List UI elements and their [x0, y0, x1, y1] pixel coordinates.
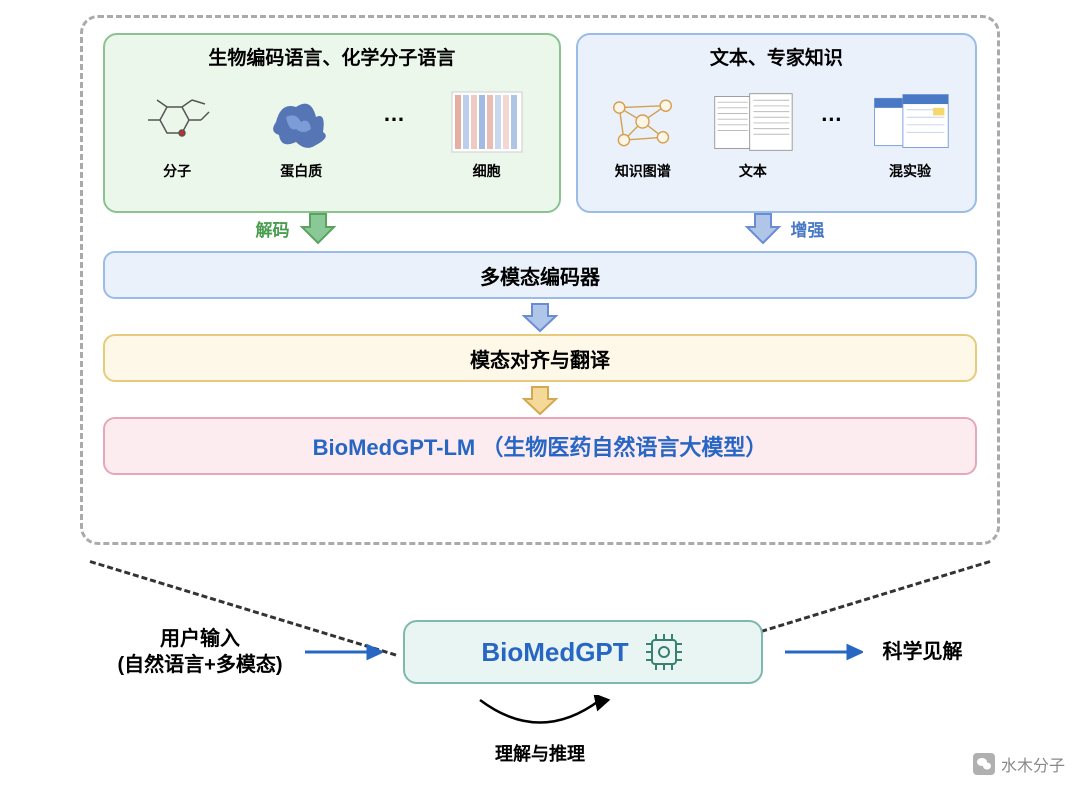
loop-label: 理解与推理 [400, 740, 680, 766]
protein-item: 蛋白质 [259, 84, 344, 181]
decode-arrow-icon [298, 211, 338, 246]
input-arrow-icon [303, 642, 383, 662]
bio-chem-items: 分子 蛋白质 … 细胞 [115, 76, 549, 181]
molecule-icon [135, 84, 220, 159]
bio-chem-box: 生物编码语言、化学分子语言 分子 蛋白质 … [103, 33, 561, 213]
output-label: 科学见解 [883, 639, 963, 665]
chip-icon [644, 632, 684, 672]
document-icon [710, 84, 795, 159]
kg-item: 知识图谱 [600, 84, 685, 181]
enhance-label: 增强 [791, 216, 825, 241]
input-sources-row: 生物编码语言、化学分子语言 分子 蛋白质 … [103, 33, 977, 213]
lm-layer: BioMedGPT-LM （生物医药自然语言大模型） [103, 417, 977, 475]
output-arrow-icon [783, 642, 863, 662]
encoder-layer: 多模态编码器 [103, 251, 977, 299]
wechat-icon [973, 753, 995, 775]
decode-label: 解码 [256, 216, 290, 241]
align-arrow-icon [520, 384, 560, 417]
text-knowledge-box: 文本、专家知识 知识图谱 文本 … [576, 33, 977, 213]
kg-label: 知识图谱 [615, 161, 671, 181]
watermark-text: 水木分子 [1001, 752, 1065, 776]
wetlab-icon [867, 84, 952, 159]
cell-label: 细胞 [473, 161, 501, 181]
encoder-arrow-icon [520, 301, 560, 334]
molecule-item: 分子 [135, 84, 220, 181]
user-input-label: 用户输入 (自然语言+多模态) [118, 626, 283, 678]
biomedgpt-label: BioMedGPT [481, 637, 628, 668]
wetlab-label: 混实验 [889, 161, 931, 181]
top-arrows: 解码 增强 [103, 211, 977, 246]
io-flow-row: 用户输入 (自然语言+多模态) BioMedGPT 科学见解 [0, 620, 1080, 684]
biomedgpt-box: BioMedGPT [403, 620, 763, 684]
heatmap-icon [444, 84, 529, 159]
architecture-container: 生物编码语言、化学分子语言 分子 蛋白质 … [80, 15, 1000, 545]
wetlab-item: 混实验 [867, 84, 952, 181]
reasoning-loop: 理解与推理 [400, 695, 680, 766]
molecule-label: 分子 [163, 161, 191, 181]
text-knowledge-items: 知识图谱 文本 … 混实验 [588, 76, 965, 181]
ellipsis-right: … [820, 101, 842, 157]
text-label: 文本 [739, 161, 767, 181]
knowledge-graph-icon [600, 84, 685, 159]
user-input-line2: (自然语言+多模态) [118, 652, 283, 678]
bio-chem-title: 生物编码语言、化学分子语言 [115, 43, 549, 70]
cell-item: 细胞 [444, 84, 529, 181]
ellipsis-left: … [383, 101, 405, 157]
text-knowledge-title: 文本、专家知识 [588, 43, 965, 70]
watermark: 水木分子 [973, 752, 1065, 776]
user-input-line1: 用户输入 [118, 626, 283, 652]
text-item: 文本 [710, 84, 795, 181]
enhance-arrow-icon [743, 211, 783, 246]
loop-arrow-icon [440, 695, 640, 740]
protein-icon [259, 84, 344, 159]
protein-label: 蛋白质 [280, 161, 322, 181]
align-layer: 模态对齐与翻译 [103, 334, 977, 382]
